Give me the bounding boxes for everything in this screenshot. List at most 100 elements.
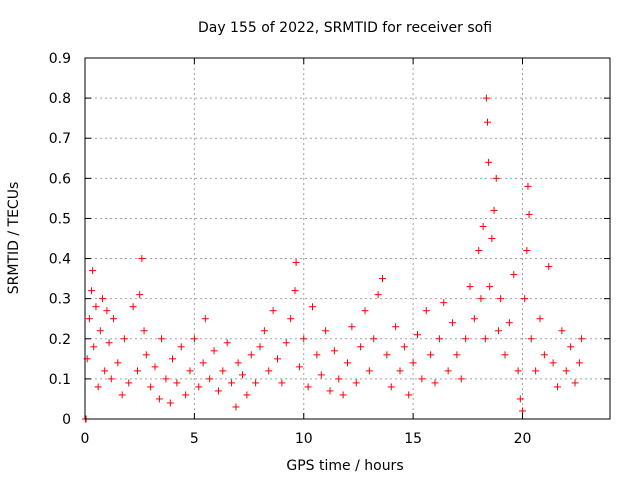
data-point (414, 331, 421, 339)
data-point (232, 403, 240, 411)
data-point (142, 351, 150, 359)
data-point (88, 287, 96, 295)
data-point (190, 335, 198, 343)
data-point (545, 263, 553, 271)
data-point (527, 335, 535, 343)
data-point (140, 327, 148, 335)
data-point (256, 343, 264, 351)
data-point (444, 367, 452, 375)
y-tick-label: 0.1 (49, 372, 71, 388)
data-point (575, 359, 583, 367)
data-point (492, 174, 500, 182)
data-point (322, 327, 330, 335)
data-point (392, 323, 400, 331)
y-tick-label: 0.4 (49, 252, 71, 268)
data-point (169, 355, 176, 363)
data-point (107, 375, 115, 383)
data-point (103, 307, 111, 315)
data-point (396, 367, 404, 375)
data-point (114, 359, 122, 367)
data-point (453, 351, 461, 359)
y-tick-label: 0.7 (49, 131, 71, 147)
y-tick-label: 0.8 (49, 91, 71, 107)
data-point (89, 267, 97, 275)
data-point (505, 319, 513, 327)
x-tick-label: 5 (190, 431, 199, 447)
data-point (482, 94, 490, 102)
data-point (374, 291, 382, 299)
data-point (282, 339, 290, 347)
data-point (457, 375, 465, 383)
data-point (291, 287, 299, 295)
data-point (210, 347, 218, 355)
data-point (479, 222, 487, 230)
data-point (90, 343, 98, 351)
data-point (260, 327, 268, 335)
y-tick-label: 0.6 (49, 171, 71, 187)
data-point (99, 295, 106, 303)
data-point (313, 351, 321, 359)
y-axis-label: SRMTID / TECUs (6, 182, 22, 295)
data-point (85, 315, 93, 323)
data-point (278, 379, 286, 387)
data-point (201, 315, 209, 323)
plot-frame (84, 57, 611, 420)
data-point (158, 335, 166, 343)
data-point (532, 367, 540, 375)
data-point (234, 359, 242, 367)
data-point (521, 295, 529, 303)
data-point (134, 367, 141, 375)
data-points (81, 94, 586, 423)
data-point (147, 383, 155, 391)
data-point (523, 247, 531, 255)
data-point (357, 343, 365, 351)
data-point (383, 351, 391, 359)
data-point (352, 379, 360, 387)
x-axis-label: GPS time / hours (286, 458, 403, 474)
data-point (326, 387, 334, 395)
data-point (269, 307, 277, 315)
data-point (129, 303, 137, 311)
data-point (379, 275, 386, 283)
y-tick-label: 0.9 (49, 51, 71, 67)
data-point (475, 247, 483, 255)
data-point (525, 210, 533, 218)
y-tick-label: 0 (62, 412, 71, 428)
data-point (330, 347, 338, 355)
y-tick-label: 0.3 (49, 292, 71, 308)
data-point (486, 283, 494, 291)
data-point (300, 335, 308, 343)
data-point (462, 335, 470, 343)
data-point (287, 315, 295, 323)
data-point (361, 307, 369, 315)
data-point (105, 339, 113, 347)
data-point (151, 363, 159, 371)
data-point (516, 395, 524, 403)
data-point (166, 399, 174, 407)
data-point (477, 295, 485, 303)
data-point (317, 371, 325, 379)
data-point (206, 375, 214, 383)
data-point (239, 371, 246, 379)
data-point (536, 315, 544, 323)
data-point (223, 339, 231, 347)
data-point (514, 367, 522, 375)
data-point (94, 383, 102, 391)
data-point (365, 367, 373, 375)
data-point (484, 118, 491, 126)
x-tick-label: 20 (514, 431, 532, 447)
data-point (435, 335, 443, 343)
data-point (449, 319, 456, 327)
data-point (109, 315, 117, 323)
data-point (92, 303, 100, 311)
data-point (292, 259, 300, 267)
data-point (501, 351, 509, 359)
data-point (228, 379, 236, 387)
data-point (125, 379, 133, 387)
data-point (466, 283, 474, 291)
data-point (558, 327, 566, 335)
data-point (118, 391, 126, 399)
data-point (335, 375, 343, 383)
data-point (136, 291, 144, 299)
